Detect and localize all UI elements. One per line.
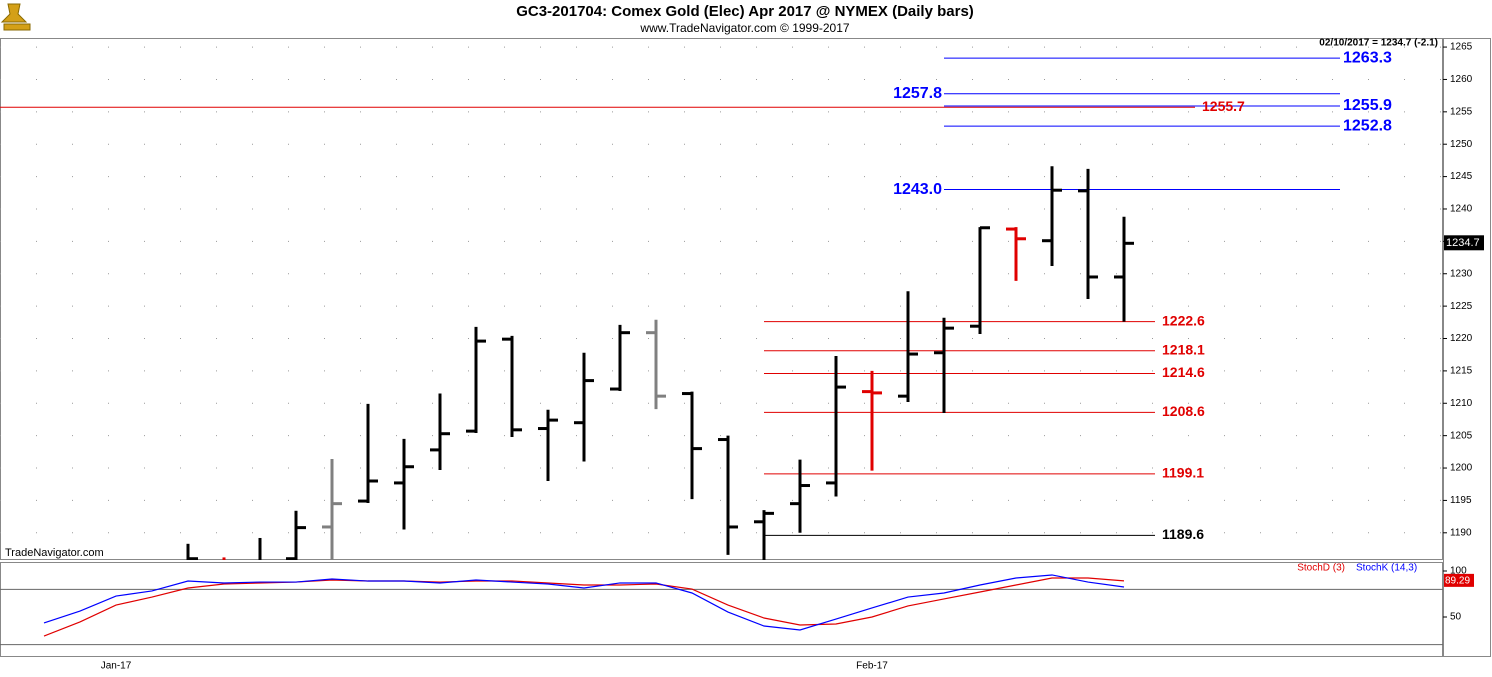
watermark: TradeNavigator.com [5,547,104,559]
level-label: 1208.6 [1162,403,1205,419]
y-tick-label: 1210 [1450,398,1473,409]
overlay: 1190119512001205121012151220122512301235… [101,42,1484,672]
x-tick-label: Feb-17 [856,661,888,672]
stoch-tag: 89.29 [1445,576,1470,587]
stoch-line [43,574,1125,631]
stoch-panel [0,562,1443,657]
level-label: 1199.1 [1162,465,1204,481]
price-panel [0,38,1443,560]
price-plot [0,46,1443,560]
level-label: 1257.8 [893,85,942,102]
y-tick-label: 1255 [1450,106,1473,117]
chart-title: GC3-201704: Comex Gold (Elec) Apr 2017 @… [516,3,974,20]
axis-panel [1443,38,1491,657]
y-tick-label: 1195 [1450,495,1472,506]
y-tick-label: 1200 [1450,463,1473,474]
price-tag: 1234.7 [1446,237,1480,249]
stoch-tag-bg [1444,573,1474,587]
y-tick-label: 1190 [1450,527,1472,538]
level-label: 1218.1 [1162,342,1205,358]
y-tick-label: 1250 [1450,139,1473,150]
y-tick-label: 100 [1450,566,1467,577]
level-label: 1243.0 [893,181,942,198]
y-tick-label: 1240 [1450,204,1473,215]
y-tick-label: 1260 [1450,74,1473,85]
stoch-line [43,577,1125,637]
stoch-plot [0,574,1443,646]
level-label: 1255.7 [1202,98,1245,114]
logo [0,3,31,31]
y-tick-label: 1220 [1450,333,1473,344]
y-tick-label: 1225 [1450,301,1473,312]
x-tick-label: Jan-17 [101,661,132,672]
price-tag-bg [1444,235,1484,251]
y-tick-label: 1245 [1450,171,1473,182]
y-tick-label: 1230 [1450,268,1473,279]
y-tick-label: 1265 [1450,42,1473,53]
level-label: 1252.8 [1343,117,1392,134]
y-tick-label: 1205 [1450,430,1473,441]
level-label: 1255.9 [1343,97,1392,114]
info: 02/10/2017 = 1234.7 (-2.1) [1319,38,1438,49]
y-tick-label: 1215 [1450,366,1473,377]
chart-subtitle: www.TradeNavigator.com © 1999-2017 [639,21,849,35]
legend-entry: StochD (3) [1297,563,1345,574]
level-label: 1189.6 [1162,526,1204,542]
level-label: 1222.6 [1162,312,1205,328]
y-tick-label: 50 [1450,612,1462,623]
legend-entry: StochK (14,3) [1356,563,1417,574]
level-label: 1214.6 [1162,364,1205,380]
level-label: 1263.3 [1343,49,1392,66]
